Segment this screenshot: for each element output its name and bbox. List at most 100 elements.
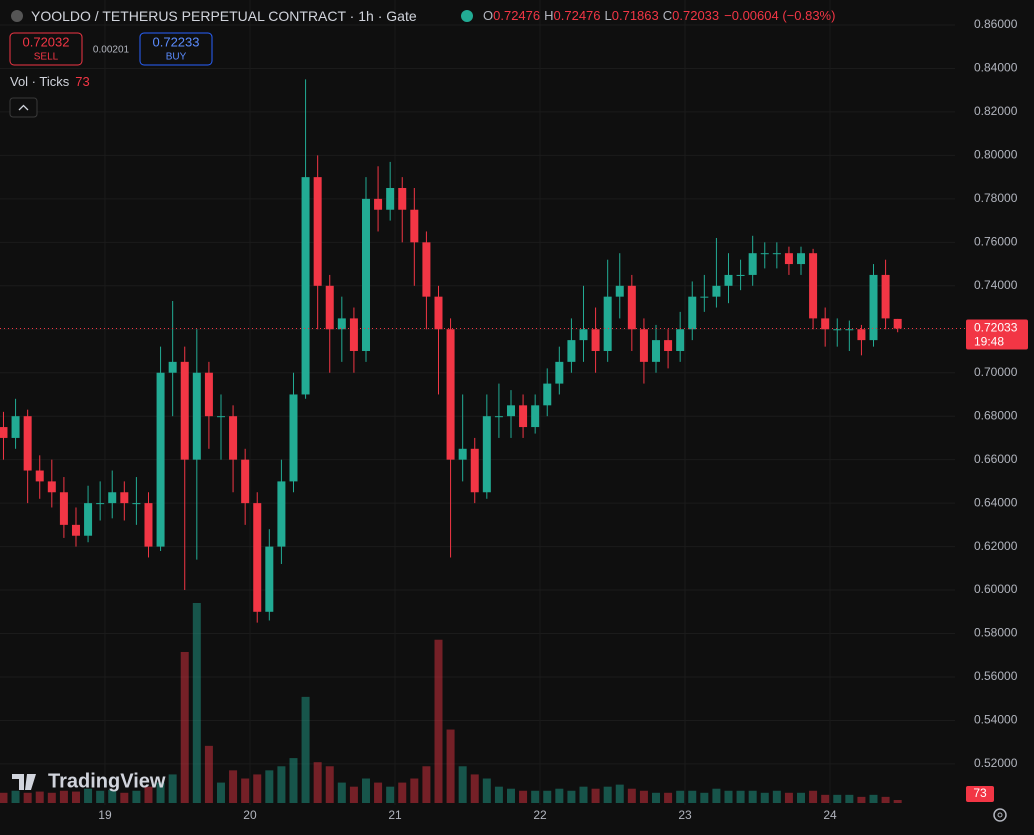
volume-bar <box>277 766 286 803</box>
ohlc-value: 0.72476 <box>554 8 601 23</box>
candle-body <box>59 492 68 525</box>
volume-bar <box>555 788 564 803</box>
candle-body <box>349 318 358 351</box>
sell-box[interactable] <box>9 32 83 66</box>
volume-bar <box>506 788 515 803</box>
volume-bar <box>615 784 624 803</box>
candle-body <box>120 492 129 504</box>
price-tag-value: 0.72033 <box>974 321 1018 335</box>
volume-bar <box>71 791 80 803</box>
candle-body <box>700 296 709 298</box>
volume-bar <box>688 790 697 803</box>
ohlc-key: H <box>544 8 553 23</box>
settings-button[interactable] <box>993 808 1007 822</box>
volume-bar <box>857 796 866 803</box>
y-tick-label: 0.76000 <box>974 234 1018 248</box>
spread: 0.00201 <box>93 45 130 56</box>
candle-body <box>676 329 685 351</box>
volume-bar <box>410 778 419 803</box>
volume-tag-value: 73 <box>973 786 987 800</box>
candle-body <box>760 253 769 255</box>
candle-body <box>543 383 552 406</box>
candles <box>0 79 965 623</box>
volume-bar <box>676 790 685 803</box>
candle-body <box>337 318 346 330</box>
volume-bar <box>893 800 902 803</box>
candle-body <box>422 242 431 297</box>
candle-body <box>591 329 600 351</box>
volume-tag <box>966 786 994 802</box>
candle-body <box>664 340 673 351</box>
volume-bar <box>446 729 455 803</box>
ohlc-key: L <box>605 8 612 23</box>
buy-label[interactable]: BUY <box>166 52 187 63</box>
volume-bar <box>845 794 854 803</box>
volume-bar <box>265 770 274 803</box>
candle-body <box>71 524 80 536</box>
volume-bar <box>591 788 600 803</box>
ohlc-key: O <box>483 8 493 23</box>
volume-bar <box>120 792 129 803</box>
candle-body <box>724 274 733 286</box>
candle-body <box>494 416 503 418</box>
collapse-box[interactable] <box>9 97 38 118</box>
candle-body <box>845 329 854 331</box>
candle-body <box>688 296 697 330</box>
ohlc-key: C <box>663 8 672 23</box>
buy-box[interactable] <box>139 32 213 66</box>
candle-body <box>821 318 830 330</box>
candle-body <box>809 253 818 319</box>
collapse-button[interactable] <box>9 97 38 118</box>
volume-bar <box>84 788 93 803</box>
candle-body <box>579 329 588 341</box>
volume-bar <box>216 782 225 803</box>
candle-body <box>265 546 274 612</box>
candle-body <box>23 416 32 471</box>
volume-bar <box>603 786 612 803</box>
volume-bar <box>543 790 552 803</box>
candle-body <box>639 329 648 362</box>
x-tick-label: 22 <box>533 808 547 822</box>
settings-icon-center[interactable] <box>997 812 1003 818</box>
sell-label[interactable]: SELL <box>34 52 59 63</box>
candle-body <box>506 405 515 417</box>
candle-body <box>458 448 467 460</box>
collapse-icon[interactable] <box>18 104 29 111</box>
volume-bar <box>434 639 443 803</box>
volume-bar <box>567 790 576 803</box>
volume-bar <box>289 758 298 803</box>
volume-bar <box>337 782 346 803</box>
candle-body <box>229 416 238 460</box>
candle-body <box>482 416 491 493</box>
sell-price[interactable]: 0.72032 <box>23 34 70 49</box>
candle-body <box>470 448 479 493</box>
volume-bar <box>422 766 431 803</box>
candle-body <box>567 340 576 362</box>
ohlc-legend: O0.72476 H0.72476 L0.71863 C0.72033 −0.00604… <box>483 8 835 23</box>
volume-bar <box>809 790 818 803</box>
volume-bar <box>96 790 105 803</box>
sell-button[interactable]: 0.72032 SELL <box>9 32 83 66</box>
volume-bar <box>784 792 793 803</box>
exchange: Gate <box>386 8 417 24</box>
buy-price[interactable]: 0.72233 <box>153 34 200 49</box>
volume-bar <box>386 786 395 803</box>
candle-body <box>652 340 661 362</box>
candle-body <box>398 187 407 210</box>
candle-body <box>869 274 878 341</box>
y-tick-label: 0.66000 <box>974 452 1018 466</box>
candle-body <box>0 427 8 438</box>
watermark-icon <box>12 774 36 790</box>
volume-bar <box>0 792 8 803</box>
volume-bar <box>700 792 709 803</box>
candle-body <box>772 253 781 255</box>
buy-button[interactable]: 0.72233 BUY <box>139 32 213 66</box>
y-tick-label: 0.84000 <box>974 61 1018 75</box>
ohlc-value: 0.72033 <box>672 8 719 23</box>
candle-body <box>180 361 189 460</box>
candle-body <box>386 187 395 210</box>
settings-icon[interactable] <box>993 808 1007 822</box>
candle-body <box>797 253 806 265</box>
price-tag-countdown: 19:48 <box>974 335 1004 349</box>
volume-bar <box>168 774 177 803</box>
